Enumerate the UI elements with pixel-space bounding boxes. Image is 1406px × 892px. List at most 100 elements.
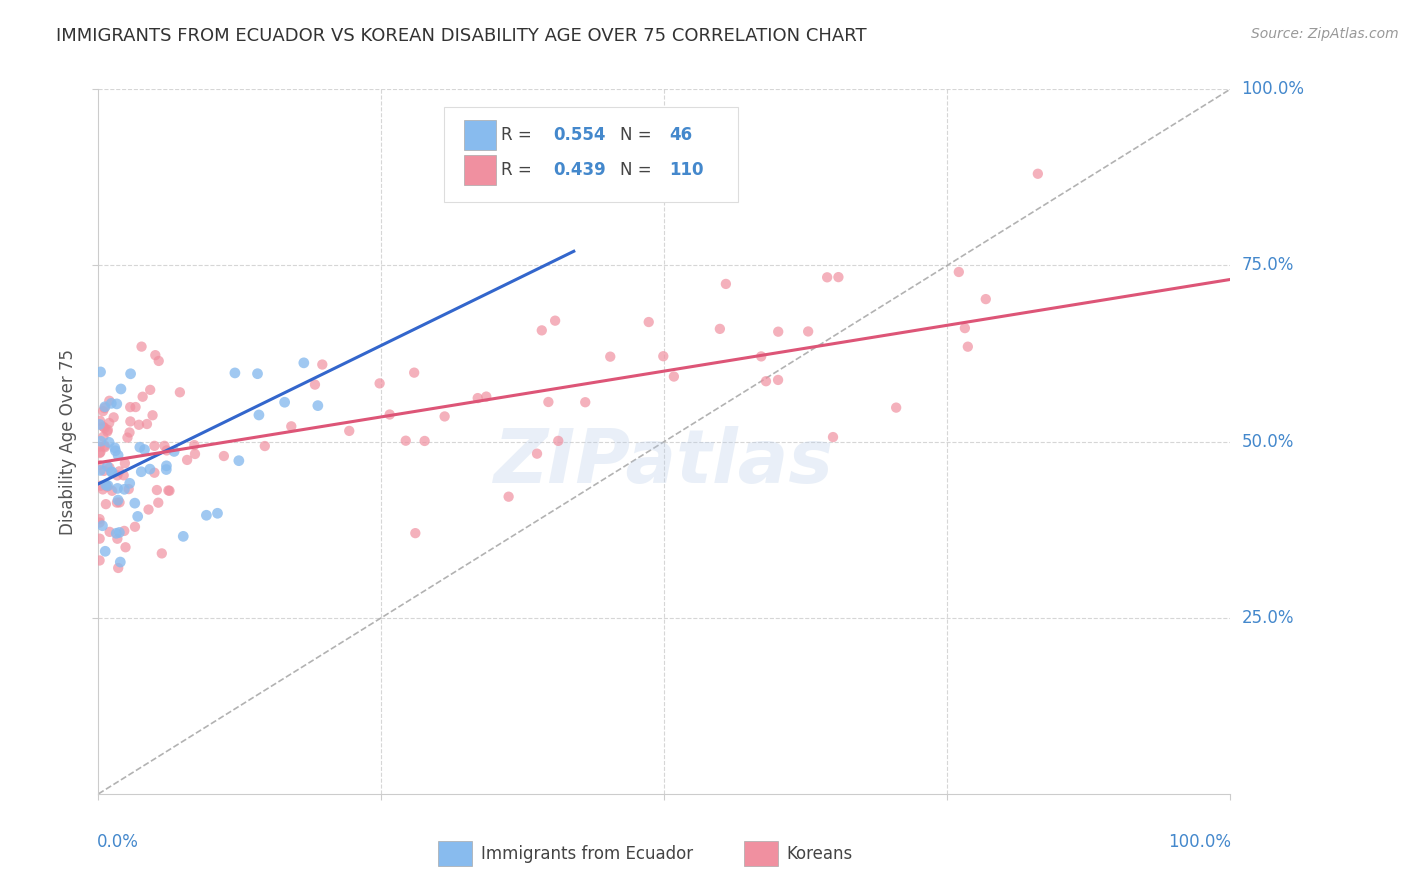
Point bbox=[207, 506, 229, 520]
Point bbox=[118, 482, 141, 496]
Point bbox=[98, 524, 121, 539]
Point bbox=[120, 414, 142, 428]
Point bbox=[127, 509, 149, 524]
Point bbox=[94, 497, 117, 511]
Point bbox=[110, 382, 132, 396]
Point bbox=[89, 417, 111, 432]
Point bbox=[974, 292, 997, 306]
Point bbox=[157, 483, 180, 498]
Point bbox=[128, 417, 150, 432]
Point bbox=[89, 516, 111, 530]
Point bbox=[709, 322, 731, 336]
Point bbox=[749, 350, 772, 364]
Point bbox=[143, 466, 166, 480]
Point bbox=[91, 518, 114, 533]
Point bbox=[228, 453, 250, 467]
Point bbox=[91, 404, 114, 418]
Point bbox=[395, 434, 418, 448]
Point bbox=[94, 544, 117, 558]
Point bbox=[93, 439, 115, 453]
Point bbox=[574, 395, 596, 409]
Point bbox=[159, 483, 181, 498]
Point bbox=[96, 425, 118, 439]
Point bbox=[172, 529, 194, 543]
Point bbox=[89, 440, 111, 454]
Point bbox=[91, 483, 114, 497]
Point bbox=[129, 465, 152, 479]
Bar bbox=[464, 155, 496, 185]
Point bbox=[114, 541, 136, 555]
Point bbox=[108, 464, 131, 478]
Point bbox=[547, 434, 569, 448]
Point bbox=[155, 458, 177, 473]
Point bbox=[537, 395, 560, 409]
Point bbox=[163, 444, 186, 458]
Point bbox=[378, 408, 401, 422]
Point bbox=[120, 367, 142, 381]
Point bbox=[128, 440, 150, 454]
Point bbox=[212, 449, 235, 463]
Point bbox=[368, 376, 391, 391]
Text: N =: N = bbox=[620, 161, 657, 179]
Point bbox=[827, 270, 849, 285]
Point bbox=[107, 482, 129, 496]
Point bbox=[89, 414, 111, 428]
Point bbox=[246, 367, 269, 381]
Point bbox=[107, 493, 129, 508]
Point bbox=[136, 417, 159, 431]
Point bbox=[120, 400, 142, 414]
Point bbox=[104, 443, 127, 458]
Point bbox=[498, 490, 520, 504]
Point bbox=[94, 478, 117, 492]
Point bbox=[544, 313, 567, 327]
Point bbox=[98, 435, 121, 450]
Bar bbox=[439, 841, 472, 866]
Point bbox=[90, 434, 112, 449]
Text: 46: 46 bbox=[669, 126, 692, 144]
Point bbox=[89, 446, 111, 460]
Point bbox=[93, 421, 115, 435]
Point bbox=[884, 401, 907, 415]
Point bbox=[169, 385, 191, 400]
Text: Immigrants from Ecuador: Immigrants from Ecuador bbox=[481, 845, 693, 863]
Point bbox=[114, 456, 136, 470]
Point bbox=[155, 462, 177, 476]
Point bbox=[108, 495, 131, 509]
Point bbox=[184, 447, 207, 461]
Point bbox=[183, 438, 205, 452]
Text: 0.0%: 0.0% bbox=[97, 832, 139, 851]
Point bbox=[1026, 167, 1049, 181]
Point bbox=[89, 458, 111, 472]
Point bbox=[90, 479, 112, 493]
Point bbox=[89, 532, 111, 546]
FancyBboxPatch shape bbox=[444, 107, 738, 202]
Point bbox=[107, 561, 129, 575]
Point bbox=[526, 447, 548, 461]
Point bbox=[105, 397, 128, 411]
Point bbox=[124, 520, 146, 534]
Point bbox=[112, 483, 135, 497]
Point bbox=[101, 465, 124, 479]
Point bbox=[766, 325, 789, 339]
Text: 25.0%: 25.0% bbox=[1241, 608, 1294, 627]
Text: R =: R = bbox=[502, 126, 537, 144]
Point bbox=[652, 349, 675, 363]
Point bbox=[153, 439, 176, 453]
Text: 100.0%: 100.0% bbox=[1168, 832, 1232, 851]
Point bbox=[108, 525, 131, 540]
Point bbox=[304, 377, 326, 392]
Point bbox=[142, 409, 165, 423]
Text: 75.0%: 75.0% bbox=[1241, 256, 1294, 275]
Point bbox=[98, 460, 121, 475]
Point bbox=[93, 464, 115, 478]
Bar bbox=[744, 841, 778, 866]
Point bbox=[404, 526, 426, 541]
Point bbox=[139, 383, 162, 397]
Point bbox=[797, 325, 820, 339]
Point bbox=[105, 468, 128, 483]
Point bbox=[112, 524, 135, 538]
Point bbox=[139, 462, 162, 476]
Point bbox=[118, 476, 141, 491]
Point bbox=[821, 430, 844, 444]
Point bbox=[148, 354, 170, 368]
